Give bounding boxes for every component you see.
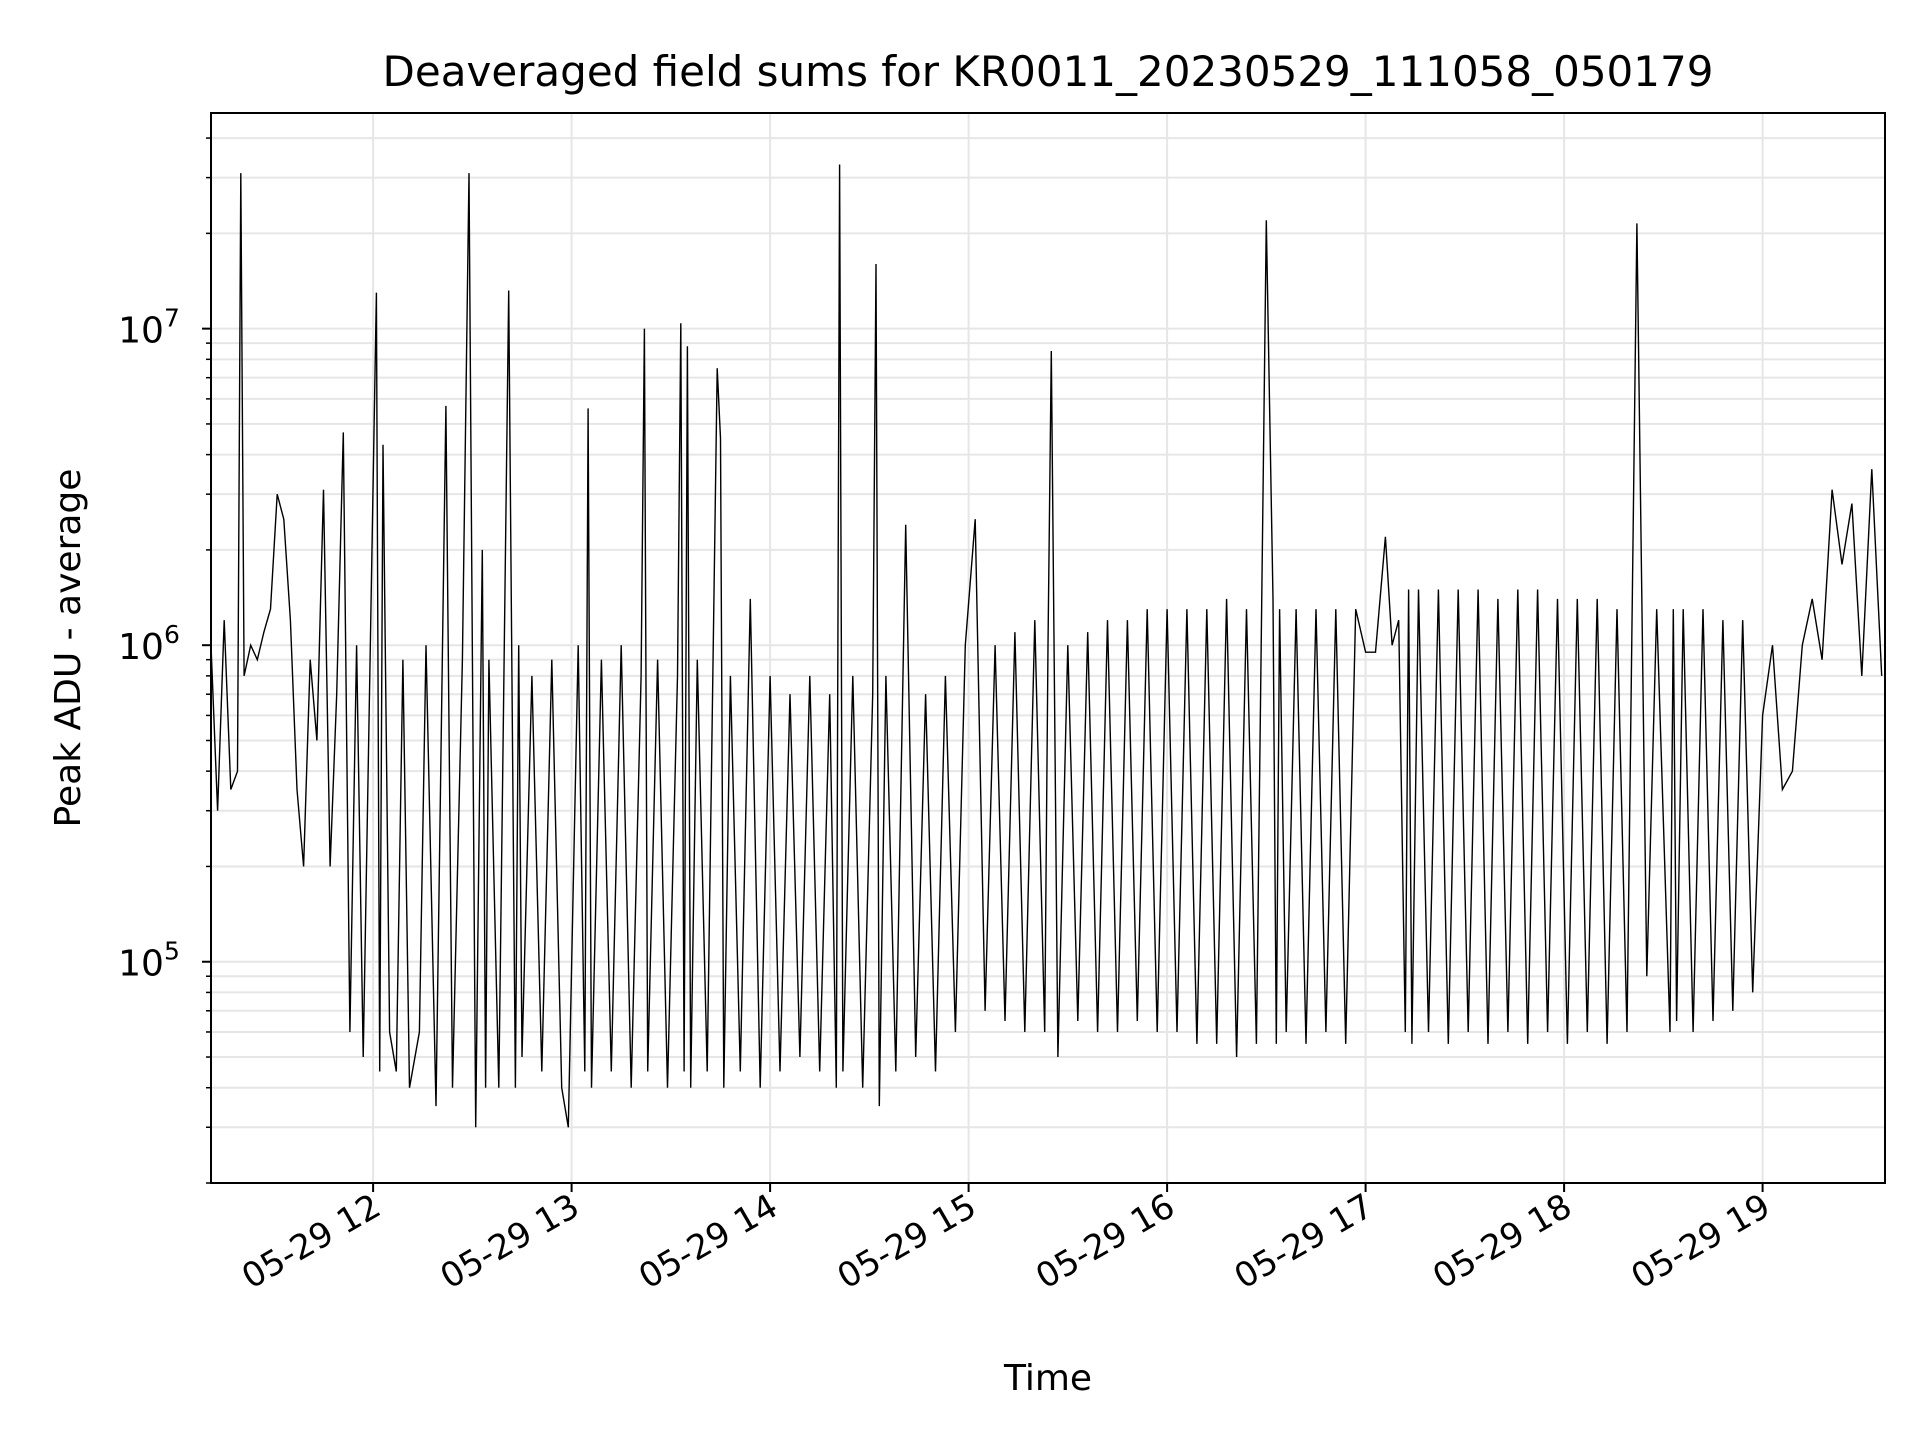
series-group (211, 164, 1883, 1128)
y-tick-label: 106 (118, 620, 180, 668)
plot-frame (210, 112, 1886, 1184)
chart-title: Deaveraged field sums for KR0011_2023052… (383, 47, 1714, 96)
y-tick-label: 105 (118, 937, 180, 985)
grid (211, 113, 1885, 1184)
y-tick-label: 107 (118, 304, 180, 352)
series-line-0 (211, 164, 1883, 1128)
x-axis-label: Time (1003, 1358, 1092, 1399)
y-axis-label: Peak ADU - average (48, 469, 89, 828)
